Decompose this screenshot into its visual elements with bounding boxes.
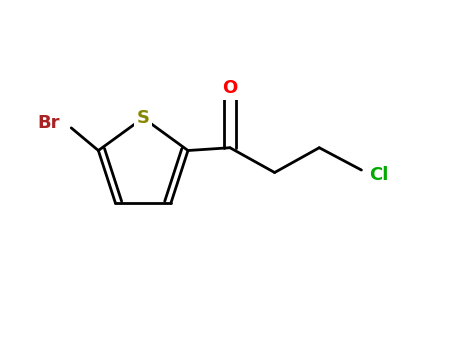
Text: O: O <box>222 79 238 97</box>
Text: Cl: Cl <box>369 166 389 184</box>
Text: S: S <box>136 109 150 127</box>
Text: Br: Br <box>38 114 60 132</box>
